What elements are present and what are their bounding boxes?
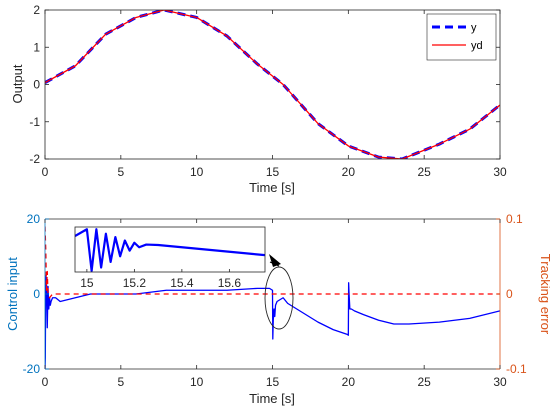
bottom-left-y-tick-label: 0 bbox=[33, 287, 40, 301]
top-x-tick-label: 10 bbox=[190, 165, 204, 179]
bottom-left-y-ticks: -20 0 20 bbox=[23, 212, 49, 376]
top-x-ticks: 0 5 10 15 20 25 30 bbox=[42, 10, 507, 179]
top-y-tick-label: 1 bbox=[33, 40, 40, 54]
bottom-x-axis-label: Time [s] bbox=[249, 391, 295, 406]
top-x-tick-label: 25 bbox=[417, 165, 431, 179]
zoom-highlight-ellipse bbox=[264, 266, 294, 330]
bottom-x-tick-label: 30 bbox=[493, 375, 507, 389]
inset-x-tick-label: 15.4 bbox=[170, 276, 194, 290]
inset-x-tick-label: 15 bbox=[80, 276, 94, 290]
bottom-x-tick-label: 0 bbox=[42, 375, 49, 389]
top-y-tick-label: -1 bbox=[29, 115, 40, 129]
top-x-tick-label: 0 bbox=[42, 165, 49, 179]
bottom-right-y-ticks: -0.1 0 0.1 bbox=[496, 212, 527, 376]
inset-x-tick-label: 15.2 bbox=[123, 276, 147, 290]
top-series-line-yd bbox=[45, 10, 500, 159]
bottom-x-tick-label: 10 bbox=[190, 375, 204, 389]
inset-frame bbox=[74, 226, 266, 273]
inset-x-tick-label: 15.6 bbox=[218, 276, 242, 290]
control-input-line bbox=[45, 274, 500, 369]
top-y-tick-label: 0 bbox=[33, 78, 40, 92]
bottom-right-y-tick-label: 0 bbox=[506, 287, 513, 301]
top-x-axis-label: Time [s] bbox=[249, 180, 295, 195]
top-x-tick-label: 20 bbox=[342, 165, 356, 179]
top-x-tick-label: 5 bbox=[117, 165, 124, 179]
legend-label-y: y bbox=[471, 22, 477, 34]
bottom-series-group bbox=[45, 226, 500, 369]
zoom-arrow-head bbox=[269, 254, 281, 267]
zoom-arrow bbox=[269, 254, 281, 267]
legend-label-yd: yd bbox=[471, 40, 483, 52]
inset-control-input-line bbox=[75, 228, 265, 272]
bottom-right-y-axis-label: Tracking error bbox=[538, 254, 550, 335]
top-series-group bbox=[45, 10, 500, 159]
bottom-x-tick-label: 15 bbox=[266, 375, 280, 389]
bottom-left-y-axis-label: Control input bbox=[5, 257, 20, 331]
top-x-tick-label: 30 bbox=[493, 165, 507, 179]
legend: y yd bbox=[426, 13, 497, 61]
bottom-x-tick-label: 20 bbox=[342, 375, 356, 389]
top-y-axis-label: Output bbox=[10, 64, 25, 103]
top-y-ticks: -2 -1 0 1 2 bbox=[29, 3, 500, 166]
top-plot-area bbox=[45, 10, 500, 159]
bottom-right-y-tick-label: 0.1 bbox=[506, 212, 523, 226]
top-chart: 0 5 10 15 20 25 30 -2 -1 0 1 2 Time [s] Output y y… bbox=[10, 3, 507, 195]
top-y-tick-label: 2 bbox=[33, 3, 40, 17]
legend-box bbox=[426, 13, 497, 61]
top-y-tick-label: -2 bbox=[29, 152, 40, 166]
inset-x-ticks: 15 15.2 15.4 15.6 bbox=[80, 269, 241, 290]
bottom-right-y-tick-label: -0.1 bbox=[506, 362, 527, 376]
bottom-left-y-tick-label: 20 bbox=[27, 212, 41, 226]
inset-chart: 15 15.2 15.4 15.6 bbox=[74, 226, 266, 290]
inset-series-group bbox=[75, 228, 265, 272]
bottom-left-y-tick-label: -20 bbox=[23, 362, 41, 376]
tracking-error-line bbox=[45, 226, 500, 299]
bottom-x-tick-label: 25 bbox=[417, 375, 431, 389]
top-x-tick-label: 15 bbox=[266, 165, 280, 179]
bottom-x-tick-label: 5 bbox=[117, 375, 124, 389]
bottom-x-ticks: 0 5 10 15 20 25 30 bbox=[42, 219, 507, 389]
